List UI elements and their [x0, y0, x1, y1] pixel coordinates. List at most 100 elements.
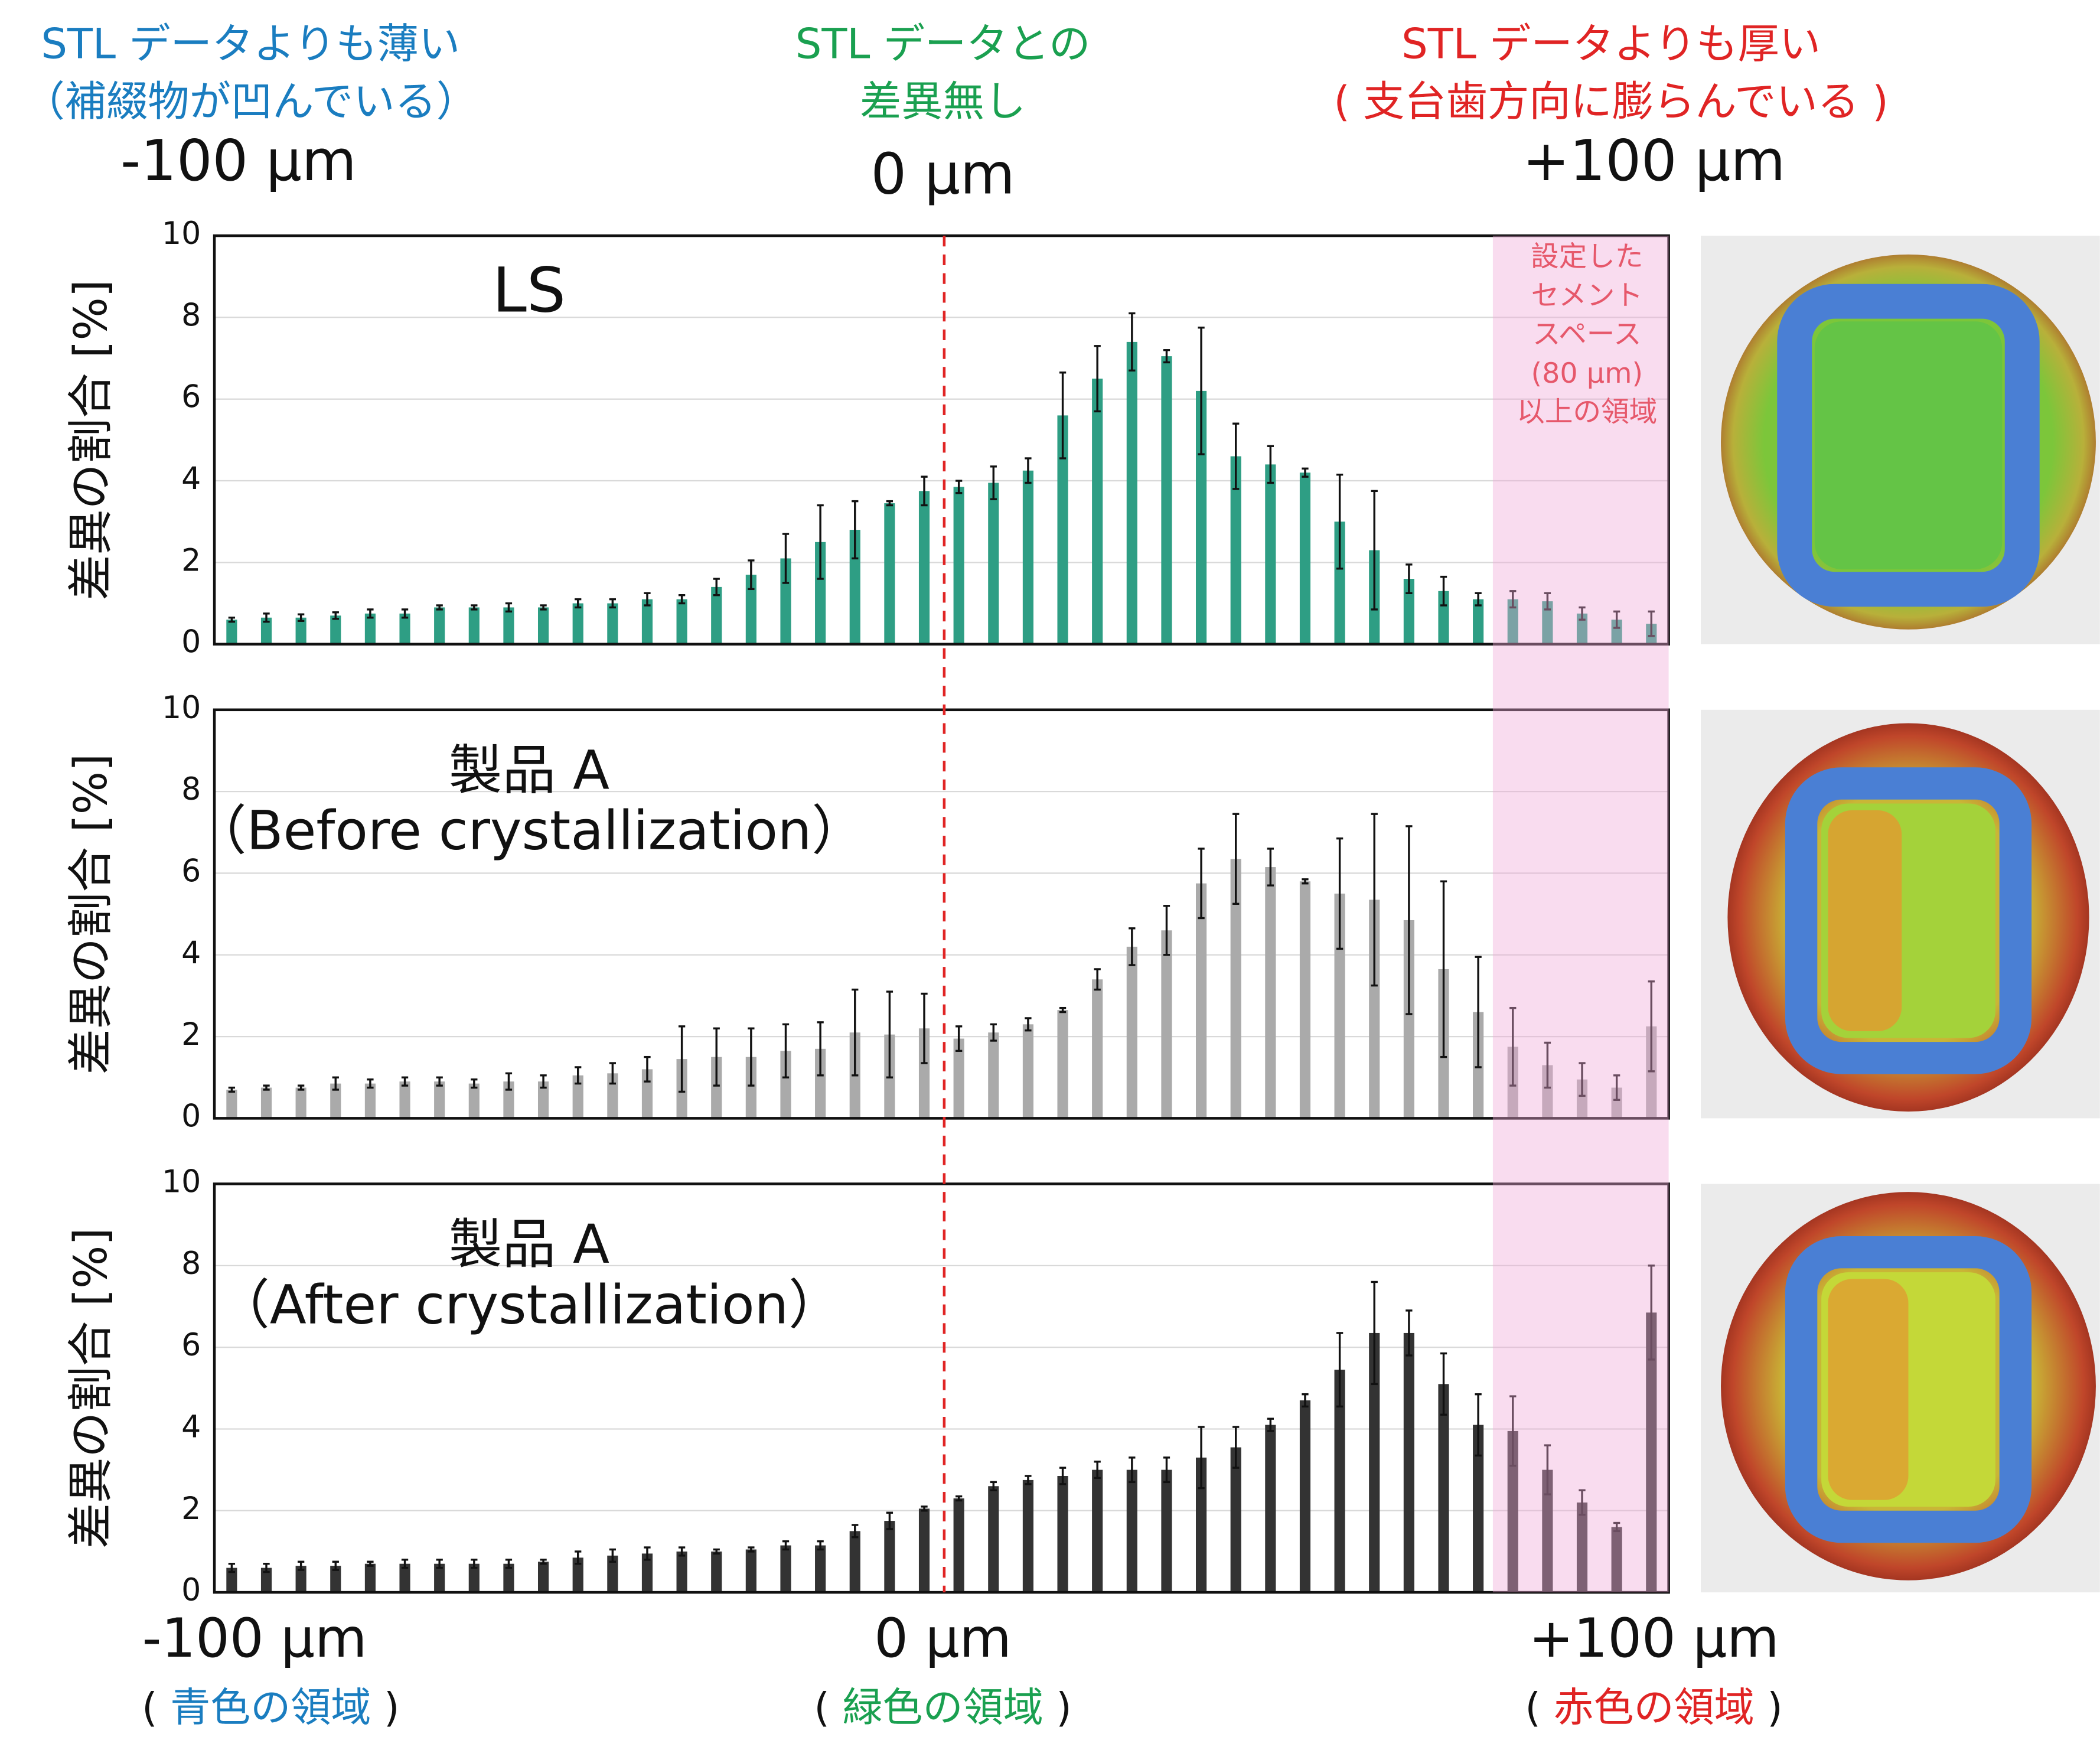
region-label: ( 緑色の領域 ) — [814, 1684, 1071, 1731]
bar — [815, 1546, 826, 1593]
bar — [746, 1549, 756, 1592]
bar — [226, 1090, 237, 1118]
y-tick-label: 0 — [181, 1099, 201, 1134]
bar — [1161, 1470, 1172, 1592]
bar — [954, 1498, 964, 1592]
chart-title: 製品 A — [449, 1214, 609, 1276]
bar — [503, 607, 514, 644]
y-tick-label: 0 — [181, 625, 201, 660]
chart-title: LS — [493, 255, 566, 327]
bar — [919, 491, 930, 644]
y-tick-label: 4 — [181, 461, 201, 497]
bar — [365, 1084, 376, 1119]
figure: STL データよりも薄い （補綴物が凹んでいる） STL データとの 差異無し … — [0, 0, 2100, 1737]
paren: ) — [1056, 1684, 1072, 1731]
highlight-region — [1493, 236, 1669, 1592]
y-tick-label: 10 — [162, 690, 201, 726]
bar — [988, 1032, 999, 1118]
paren: ( — [1525, 1684, 1541, 1731]
scan-image — [1701, 710, 2100, 1119]
bar — [1127, 1470, 1137, 1592]
chart-title: （After crystallization） — [216, 1274, 842, 1336]
x-axis-label: +100 µm — [1529, 1608, 1779, 1670]
plot-frame — [214, 1184, 1669, 1593]
bar — [1404, 1333, 1414, 1592]
bar — [365, 1564, 376, 1592]
bar — [1092, 379, 1103, 644]
scan-image — [1701, 1184, 2100, 1593]
bar — [1231, 1448, 1241, 1593]
bar — [1092, 1470, 1103, 1592]
bar — [1161, 930, 1172, 1118]
bar — [538, 607, 549, 644]
y-tick-label: 0 — [181, 1573, 201, 1608]
region-text: 青色の領域 — [170, 1684, 371, 1731]
bar — [469, 1084, 480, 1119]
y-tick-label: 6 — [181, 1328, 201, 1363]
bar — [1057, 1010, 1068, 1118]
region-text: 赤色の領域 — [1554, 1684, 1755, 1731]
bar — [296, 1088, 306, 1119]
bar — [1023, 1480, 1033, 1592]
paren: ) — [384, 1684, 400, 1731]
y-tick-label: 6 — [181, 380, 201, 415]
bar — [1127, 342, 1137, 644]
bar — [538, 1562, 549, 1592]
bar — [1265, 1425, 1276, 1593]
y-axis-title: 差異の割合 [%] — [64, 1228, 118, 1549]
region-text: 緑色の領域 — [843, 1684, 1044, 1731]
bar — [573, 604, 583, 644]
bar — [330, 615, 341, 644]
header-text: 差異無し — [860, 77, 1026, 126]
y-tick-label: 2 — [181, 1491, 201, 1527]
bar — [677, 1552, 687, 1592]
header-value: -100 µm — [120, 129, 357, 194]
plot-frame — [214, 710, 1669, 1119]
bar — [954, 487, 964, 644]
y-tick-label: 8 — [181, 298, 201, 333]
panel: 0 2 4 6 8 10 差異の割合 [%] 製品 A（After crystallizati… — [64, 1165, 1669, 1609]
bar — [780, 1546, 791, 1593]
paren: ( — [814, 1684, 830, 1731]
header-text: （補綴物が凹んでいる） — [23, 77, 478, 126]
bar — [434, 1081, 445, 1118]
y-tick-label: 10 — [162, 1165, 201, 1200]
x-axis-label: -100 µm — [142, 1608, 367, 1670]
header-text: STL データよりも薄い — [41, 19, 460, 68]
y-tick-label: 2 — [181, 543, 201, 578]
bar — [988, 1486, 999, 1592]
bar — [1300, 881, 1310, 1118]
header-value: 0 µm — [871, 142, 1015, 207]
paren: ( — [142, 1684, 158, 1731]
scan-image — [1701, 236, 2100, 644]
bar — [1300, 472, 1310, 644]
y-axis-title: 差異の割合 [%] — [64, 279, 118, 600]
bar — [1023, 471, 1033, 644]
chart-title: 製品 A — [449, 740, 609, 802]
bar — [1057, 1476, 1068, 1592]
bar — [226, 620, 237, 644]
page: {"header": { "left": {"lines": ["STL データ… — [0, 0, 2100, 1737]
paren: ) — [1767, 1684, 1783, 1731]
bar — [1300, 1400, 1310, 1592]
header-text: STL データとの — [795, 19, 1091, 68]
bar — [850, 1531, 860, 1592]
y-tick-label: 4 — [181, 1409, 201, 1445]
y-tick-label: 4 — [181, 936, 201, 971]
plot-frame — [214, 236, 1669, 644]
region-label: ( 赤色の領域 ) — [1525, 1684, 1782, 1731]
bar — [884, 503, 895, 644]
y-tick-label: 8 — [181, 1246, 201, 1282]
y-axis-title: 差異の割合 [%] — [64, 754, 118, 1074]
bar — [677, 599, 687, 644]
bar — [469, 607, 480, 644]
bar — [1127, 947, 1137, 1118]
bar — [884, 1521, 895, 1592]
y-tick-label: 2 — [181, 1017, 201, 1052]
bar — [1265, 464, 1276, 644]
region-label: ( 青色の領域 ) — [142, 1684, 399, 1731]
bar — [399, 1081, 410, 1118]
bar — [261, 1088, 272, 1119]
header-value: +100 µm — [1522, 129, 1785, 194]
